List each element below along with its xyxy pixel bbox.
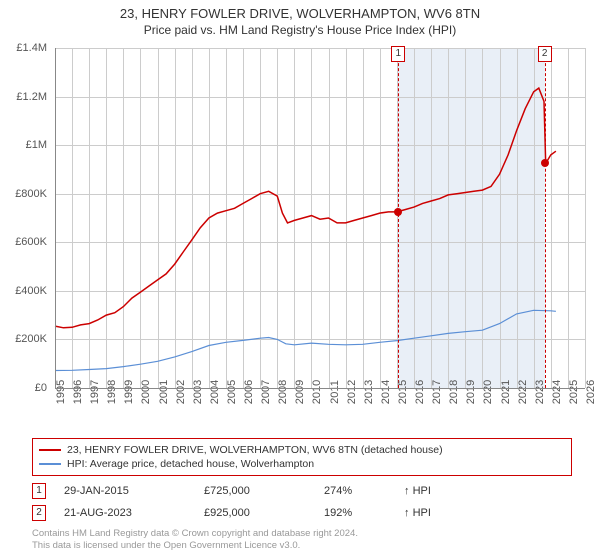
sale-hpi: ↑ HPI [404, 485, 431, 497]
x-tick-label: 2004 [209, 380, 221, 404]
x-tick-label: 2011 [329, 380, 341, 404]
legend-item: 23, HENRY FOWLER DRIVE, WOLVERHAMPTON, W… [39, 443, 565, 457]
x-tick-label: 2020 [482, 380, 494, 404]
x-tick-label: 2007 [260, 380, 272, 404]
x-tick-label: 2015 [397, 380, 409, 404]
x-tick-label: 2009 [294, 380, 306, 404]
x-tick-label: 2000 [140, 380, 152, 404]
sale-dot [541, 159, 549, 167]
y-tick-label: £200K [15, 333, 47, 345]
x-tick-label: 2010 [311, 380, 323, 404]
x-tick-label: 2005 [226, 380, 238, 404]
x-tick-label: 2022 [517, 380, 529, 404]
sale-marker-box: 2 [538, 46, 552, 62]
x-tick-label: 2021 [500, 380, 512, 404]
sale-pct: 192% [324, 507, 404, 519]
vgridline [585, 48, 586, 388]
sales-table: 1 29-JAN-2015£725,000274%↑ HPI 2 21-AUG-202… [32, 480, 572, 524]
x-tick-label: 2018 [448, 380, 460, 404]
legend-box: 23, HENRY FOWLER DRIVE, WOLVERHAMPTON, W… [32, 438, 572, 476]
y-tick-label: £1.4M [16, 42, 47, 54]
x-tick-label: 2001 [158, 380, 170, 404]
x-axis-line [55, 388, 585, 389]
hpi-label: HPI [413, 507, 431, 519]
arrow-up-icon: ↑ [404, 507, 410, 519]
x-tick-label: 2024 [551, 380, 563, 404]
chart-subtitle: Price paid vs. HM Land Registry's House … [0, 21, 600, 41]
sale-vline [545, 48, 546, 388]
chart-title: 23, HENRY FOWLER DRIVE, WOLVERHAMPTON, W… [0, 0, 600, 21]
y-tick-label: £0 [35, 382, 47, 394]
y-tick-label: £1.2M [16, 91, 47, 103]
x-tick-label: 1998 [106, 380, 118, 404]
legend-label: 23, HENRY FOWLER DRIVE, WOLVERHAMPTON, W… [67, 444, 443, 456]
x-tick-label: 2012 [346, 380, 358, 404]
x-tick-label: 2014 [380, 380, 392, 404]
series-hpi [55, 310, 556, 370]
plot-area: 12 £0£200K£400K£600K£800K£1M£1.2M£1.4M 1… [55, 48, 585, 388]
sale-row-marker: 1 [32, 483, 46, 499]
sale-hpi: ↑ HPI [404, 507, 431, 519]
sale-row: 1 29-JAN-2015£725,000274%↑ HPI [32, 480, 572, 502]
footer-line1: Contains HM Land Registry data © Crown c… [32, 528, 358, 540]
x-tick-label: 1999 [123, 380, 135, 404]
sale-price: £925,000 [204, 507, 324, 519]
x-tick-label: 1996 [72, 380, 84, 404]
sale-marker-box: 1 [391, 46, 405, 62]
sale-row: 2 21-AUG-2023£925,000192%↑ HPI [32, 502, 572, 524]
x-tick-label: 1997 [89, 380, 101, 404]
sale-date: 29-JAN-2015 [64, 485, 204, 497]
x-tick-label: 2025 [568, 380, 580, 404]
sale-pct: 274% [324, 485, 404, 497]
x-tick-label: 2026 [585, 380, 597, 404]
hpi-label: HPI [413, 485, 431, 497]
arrow-up-icon: ↑ [404, 485, 410, 497]
y-tick-label: £1M [26, 139, 47, 151]
sale-vline [398, 48, 399, 388]
x-tick-label: 2023 [534, 380, 546, 404]
legend-item: HPI: Average price, detached house, Wolv… [39, 457, 565, 471]
y-tick-label: £800K [15, 188, 47, 200]
x-tick-label: 2019 [465, 380, 477, 404]
sale-row-marker: 2 [32, 505, 46, 521]
legend-label: HPI: Average price, detached house, Wolv… [67, 458, 314, 470]
x-tick-label: 2016 [414, 380, 426, 404]
chart-container: 23, HENRY FOWLER DRIVE, WOLVERHAMPTON, W… [0, 0, 600, 560]
y-tick-label: £600K [15, 236, 47, 248]
footer-line2: This data is licensed under the Open Gov… [32, 540, 358, 552]
sale-date: 21-AUG-2023 [64, 507, 204, 519]
sale-price: £725,000 [204, 485, 324, 497]
legend-swatch [39, 463, 61, 465]
x-tick-label: 2013 [363, 380, 375, 404]
footer-attribution: Contains HM Land Registry data © Crown c… [32, 528, 358, 552]
x-tick-label: 2006 [243, 380, 255, 404]
x-tick-label: 2017 [431, 380, 443, 404]
x-tick-label: 2002 [175, 380, 187, 404]
series-property_price [55, 88, 556, 328]
x-tick-label: 2003 [192, 380, 204, 404]
x-tick-label: 1995 [55, 380, 67, 404]
sale-dot [394, 208, 402, 216]
x-tick-label: 2008 [277, 380, 289, 404]
legend-swatch [39, 449, 61, 451]
y-tick-label: £400K [15, 285, 47, 297]
y-axis-line [55, 48, 56, 388]
line-series-svg [55, 48, 585, 388]
